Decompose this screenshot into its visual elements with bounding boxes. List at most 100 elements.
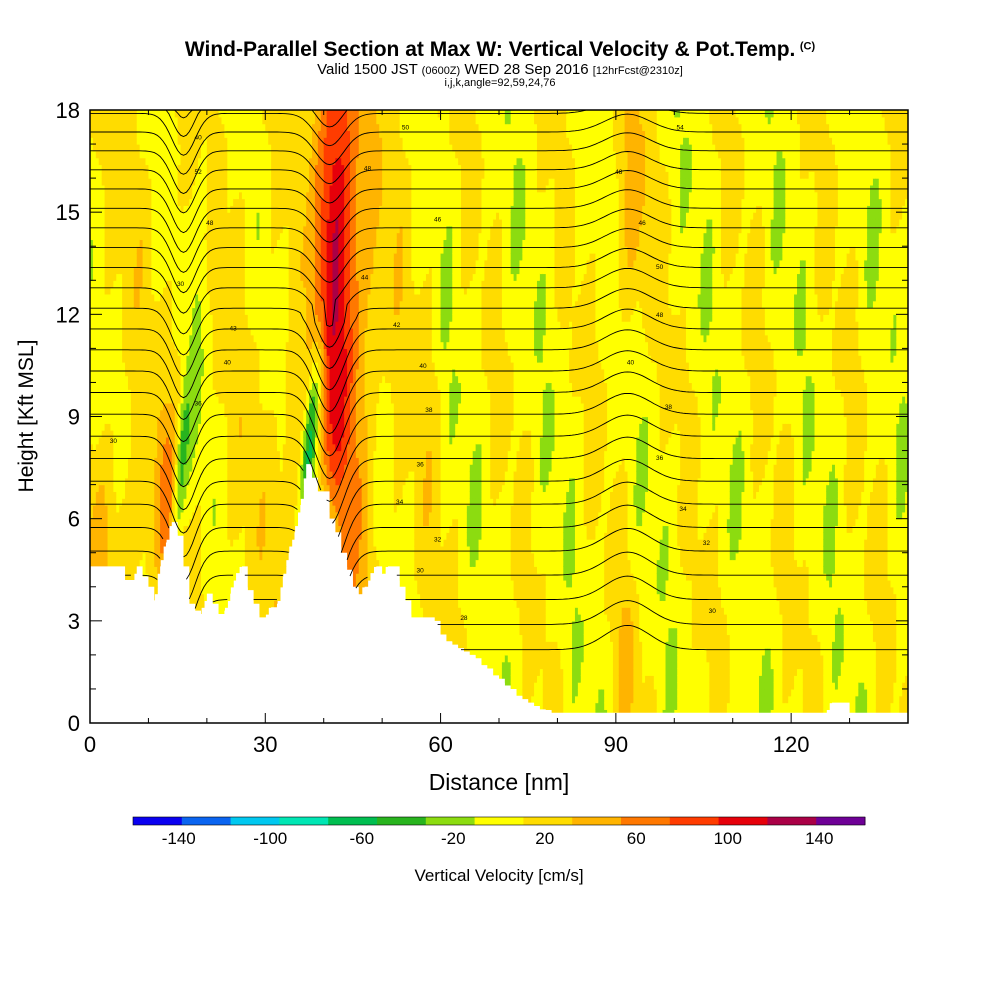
field-cell: [104, 355, 109, 363]
field-cell: [92, 341, 97, 349]
field-cell: [116, 259, 120, 268]
field-cell: [122, 457, 126, 465]
field-cell: [107, 130, 112, 138]
field-cell: [130, 518, 135, 527]
field-cell: [122, 239, 126, 247]
field-cell: [122, 266, 126, 275]
field-cell: [92, 239, 97, 247]
field-cell: [125, 355, 129, 363]
field-cell: [107, 116, 112, 125]
field-cell: [95, 375, 100, 384]
field-cell: [110, 116, 114, 125]
field-cell: [107, 259, 112, 268]
field-cell: [291, 525, 296, 533]
field-cell: [110, 150, 114, 159]
field-cell: [125, 375, 129, 384]
field-cell: [92, 470, 97, 479]
field-cell: [110, 164, 114, 172]
field-cell: [104, 436, 109, 445]
field-cell: [113, 443, 117, 452]
field-cell: [122, 491, 126, 499]
field-cell: [98, 559, 103, 567]
field-cell: [297, 498, 301, 506]
field-cell: [104, 532, 109, 540]
field-cell: [95, 532, 100, 540]
field-cell: [288, 539, 293, 547]
field-cell: [119, 212, 123, 220]
field-cell: [157, 559, 161, 567]
field-cell: [224, 600, 228, 608]
field-cell: [110, 348, 114, 356]
field-cell: [130, 259, 135, 268]
field-cell: [122, 327, 126, 336]
field-cell: [98, 259, 103, 268]
field-cell: [125, 116, 129, 125]
field-cell: [107, 321, 112, 329]
field-cell: [133, 498, 138, 506]
field-cell: [92, 409, 97, 418]
field-cell: [90, 157, 94, 166]
field-cell: [122, 253, 126, 261]
field-cell: [125, 130, 129, 138]
field-cell: [107, 430, 112, 438]
field-cell: [98, 491, 103, 499]
field-cell: [107, 498, 112, 506]
field-cell: [90, 539, 94, 547]
field-cell: [119, 539, 123, 547]
field-cell: [110, 137, 114, 145]
field-cell: [95, 259, 100, 268]
field-cell: [92, 307, 97, 315]
field-cell: [92, 205, 97, 213]
field-cell: [116, 409, 120, 418]
field-cell: [110, 559, 114, 567]
field-cell: [92, 327, 97, 336]
field-cell: [90, 464, 94, 472]
field-cell: [104, 416, 109, 424]
field-cell: [133, 212, 138, 220]
field-cell: [116, 443, 120, 452]
field-cell: [113, 532, 117, 540]
field-cell: [107, 348, 112, 356]
field-cell: [119, 266, 123, 275]
field-cell: [107, 225, 112, 234]
field-cell: [104, 205, 109, 213]
field-cell: [116, 191, 120, 200]
field-cell: [130, 116, 135, 125]
field-cell: [113, 368, 117, 377]
field-cell: [101, 191, 106, 200]
field-cell: [95, 300, 100, 309]
field-cell: [127, 266, 132, 275]
field-cell: [104, 259, 109, 268]
field-cell: [122, 525, 126, 533]
field-cell: [98, 321, 103, 329]
field-cell: [98, 123, 103, 132]
field-cell: [116, 436, 120, 445]
field-cell: [107, 539, 112, 547]
field-cell: [133, 436, 138, 445]
field-cell: [101, 511, 106, 520]
field-cell: [133, 266, 138, 275]
field-cell: [113, 123, 117, 132]
field-cell: [133, 355, 138, 363]
field-cell: [101, 266, 106, 275]
field-cell: [119, 402, 123, 411]
field-cell: [92, 116, 97, 125]
field-cell: [122, 484, 126, 493]
field-cell: [90, 362, 94, 370]
field-cell: [110, 505, 114, 513]
field-cell: [107, 334, 112, 343]
field-cell: [98, 511, 103, 520]
field-cell: [130, 464, 135, 472]
field-cell: [116, 225, 120, 234]
field-cell: [98, 545, 103, 554]
field-cell: [95, 334, 100, 343]
field-cell: [107, 409, 112, 418]
field-cell: [95, 491, 100, 499]
valid-date: WED 28 Sep 2016: [464, 61, 588, 78]
field-cell: [92, 368, 97, 377]
field-cell: [92, 382, 97, 390]
field-cell: [90, 307, 94, 315]
field-cell: [127, 246, 132, 254]
field-cell: [95, 157, 100, 166]
field-cell: [101, 484, 106, 493]
